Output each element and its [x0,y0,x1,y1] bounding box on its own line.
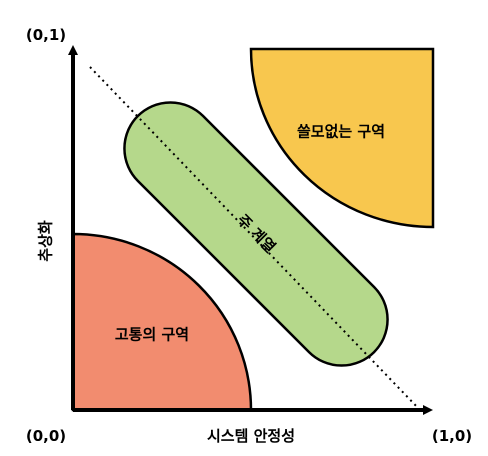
y-end-label: (0,1) [26,26,66,44]
main-sequence-band [123,101,389,367]
y-axis-title: 추상화 [37,220,55,262]
pain-zone-label: 고통의 구역 [115,326,189,344]
x-axis-title: 시스템 안정성 [207,427,295,445]
useless-zone-shape [249,47,435,229]
main-sequence-line [89,66,421,411]
x-end-label: (1,0) [432,427,472,445]
useless-zone-label: 쓸모없는 구역 [297,123,385,141]
pain-zone-shape [71,232,253,412]
origin-label: (0,0) [26,427,66,445]
